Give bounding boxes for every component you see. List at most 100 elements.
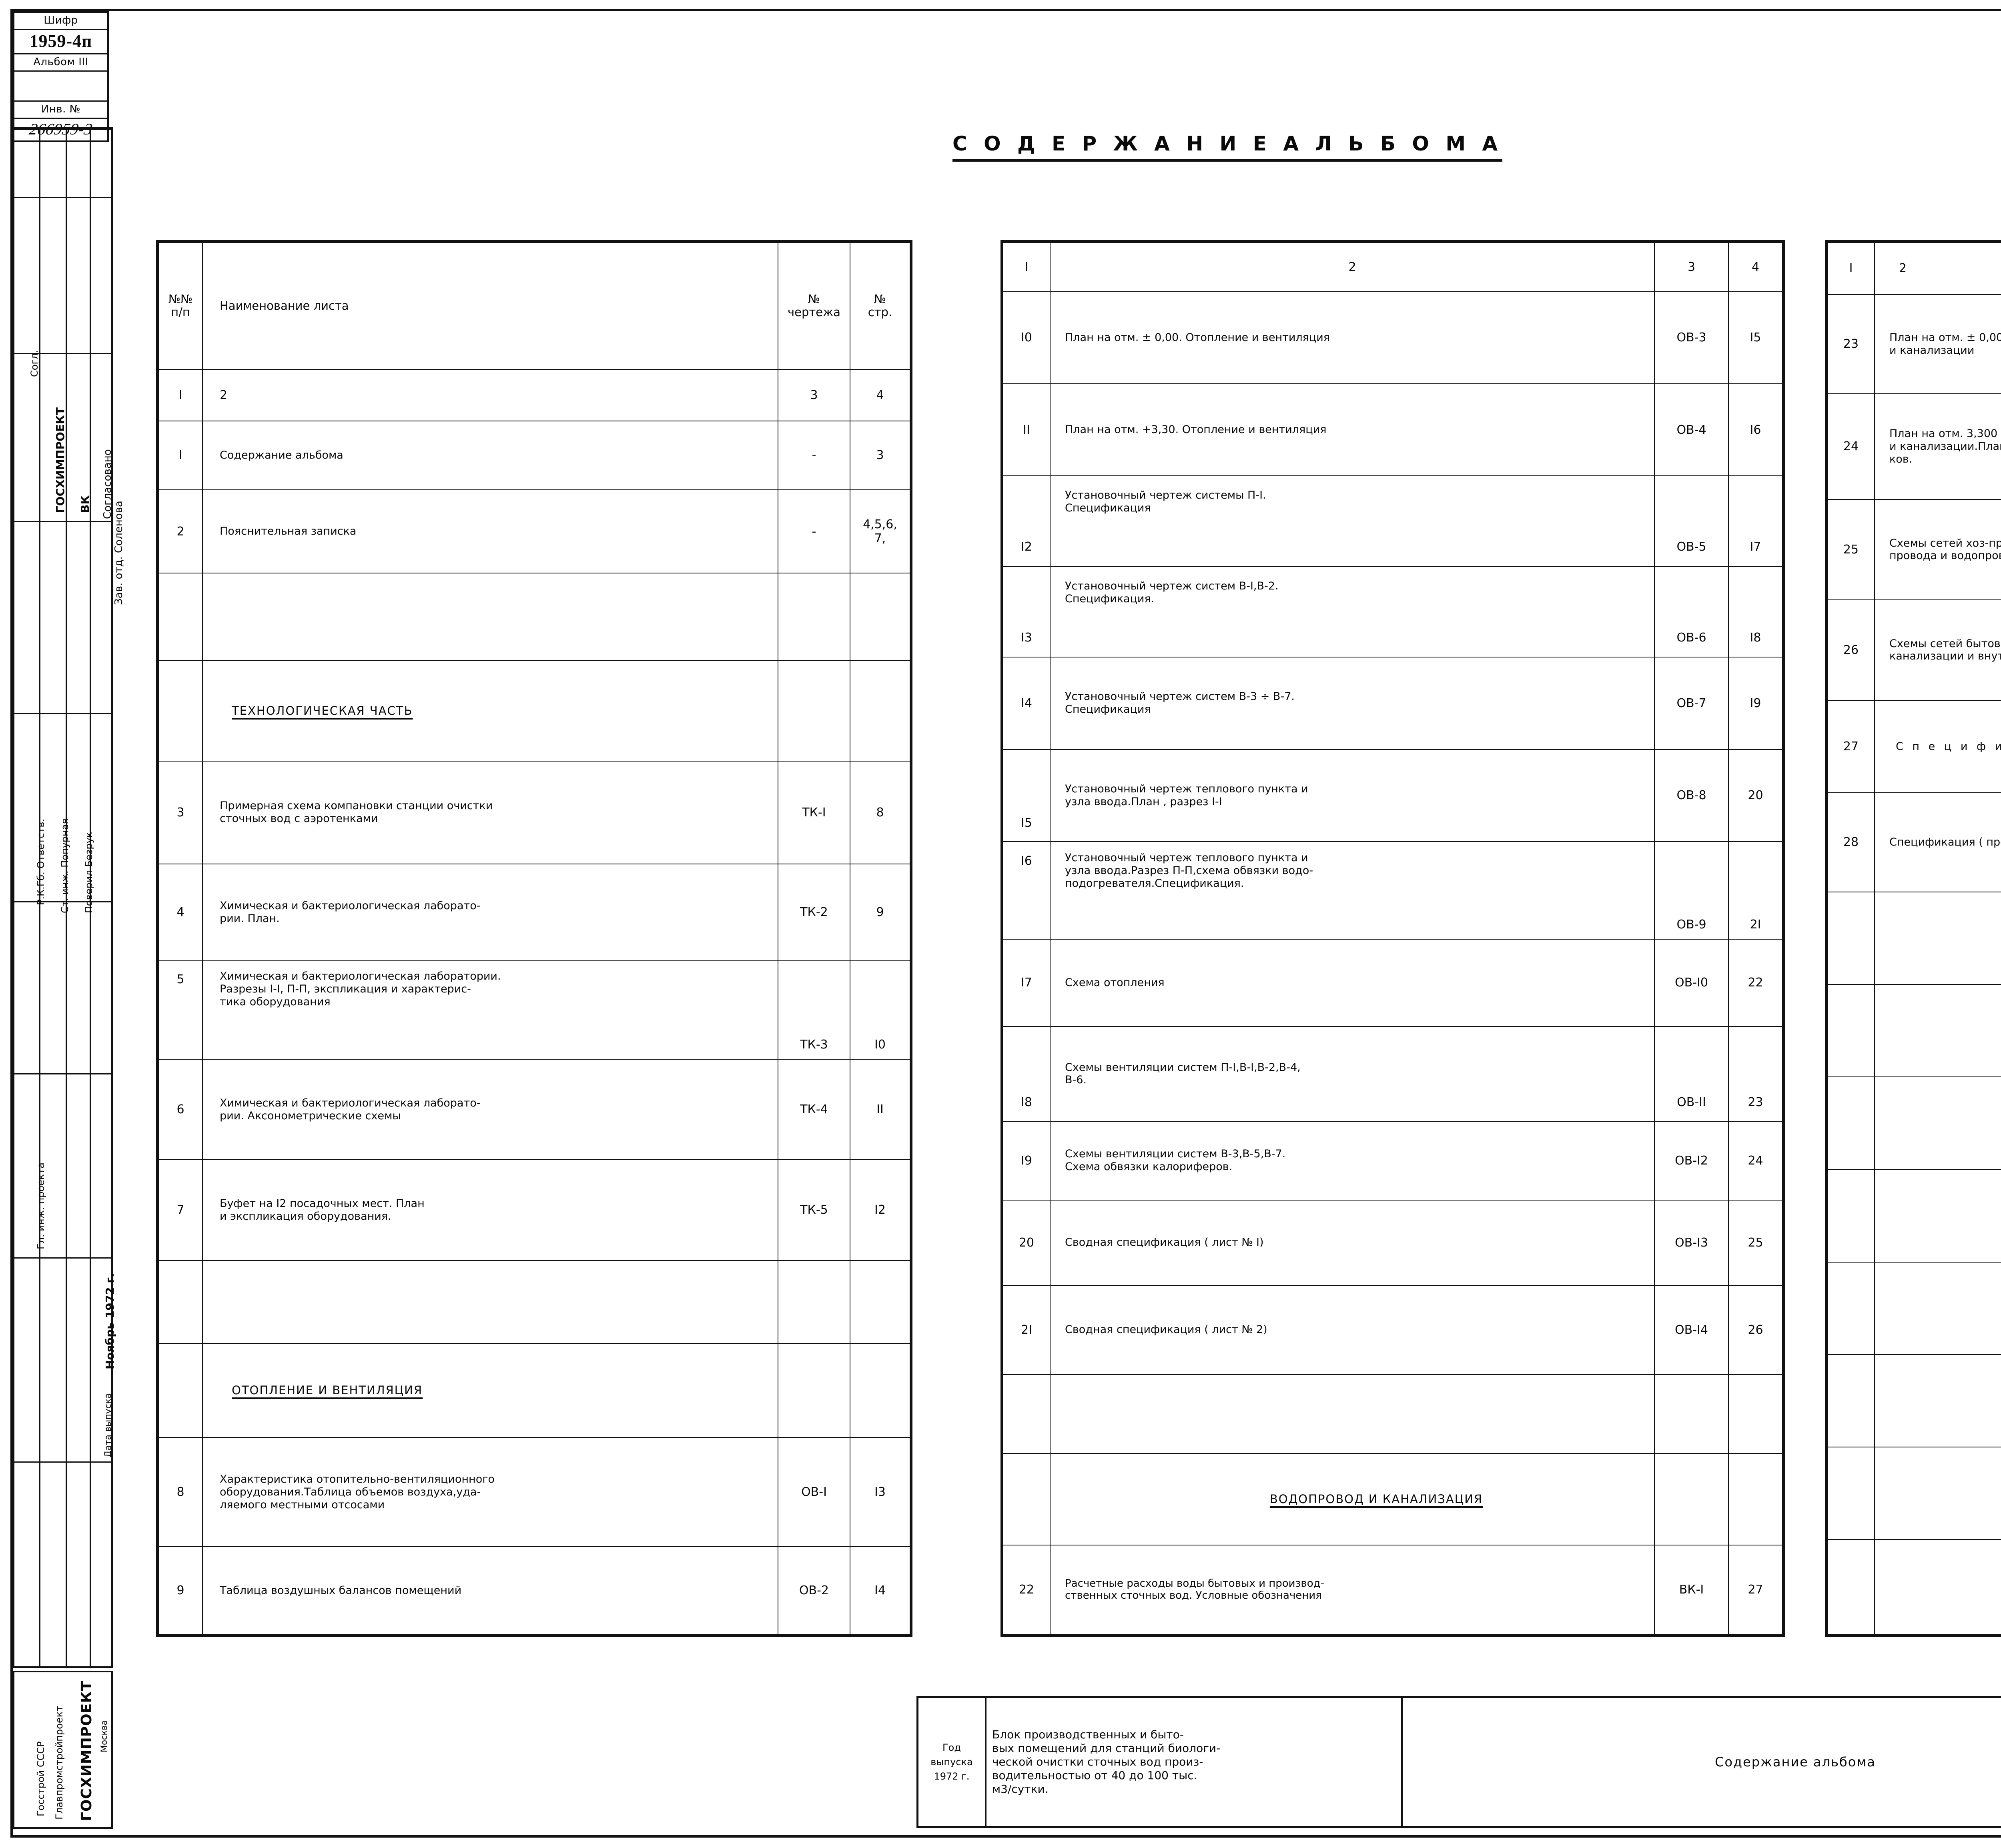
spacer-cell <box>158 660 203 762</box>
table-row: 23 План на отм. ± 0,00 с сетями водопров… <box>1827 294 2001 394</box>
row-dwg: ОВ-3 <box>1654 291 1729 384</box>
row-no: I3 <box>1003 566 1051 658</box>
row-dwg: ТК-4 <box>778 1059 850 1161</box>
row-name: План на отм. +3,30. Отопление и вентиляц… <box>1050 383 1655 477</box>
title-block-year: Год выпуска 1972 г. <box>918 1698 986 1826</box>
row-no: 2 <box>158 489 203 574</box>
row-name: Химическая и бактериологическая лаборато… <box>202 960 778 1060</box>
row-no: 6 <box>158 1059 203 1161</box>
sidebar-soglasovano: Согласовано <box>102 449 114 519</box>
spacer-cell <box>778 660 850 762</box>
row-no: I9 <box>1003 1120 1051 1201</box>
row-dwg: ОВ-7 <box>1654 657 1729 750</box>
section-heading-label: ОТОПЛЕНИЕ И ВЕНТИЛЯЦИЯ <box>232 1383 423 1397</box>
contents-table-middle: I 2 3 4 I0 План на отм. ± 0,00. Отоплени… <box>1000 240 1785 1637</box>
row-page: 24 <box>1728 1120 1783 1201</box>
row-page: 22 <box>1728 938 1783 1027</box>
row-name: Химическая и бактериологическая лаборато… <box>202 1059 778 1161</box>
row-dwg: ОВ-8 <box>1654 749 1729 842</box>
row-dwg: ОВ-I3 <box>1654 1199 1729 1286</box>
row-dwg: ОВ-I2 <box>1654 1120 1729 1201</box>
row-name: С п е ц и ф и к а ц и я <box>1874 700 2001 794</box>
row-no: 5 <box>158 960 203 1060</box>
table-row: I5 Установочный чертеж теплового пункта … <box>1003 749 1783 842</box>
row-name: Установочный чертеж системы П-I. Специфи… <box>1050 475 1655 567</box>
spacer-cell <box>1827 984 1875 1078</box>
row-dwg: ОВ-4 <box>1654 383 1729 477</box>
table-spacer-row <box>1827 1354 2001 1448</box>
colnum-2: 2 <box>1874 242 2001 295</box>
table-row: 2I Сводная спецификация ( лист № 2) ОВ-I… <box>1003 1285 1783 1375</box>
spacer-cell <box>1874 1261 2001 1355</box>
table-row: 26 Схемы сетей бытовой ,производственной… <box>1827 599 2001 701</box>
row-page: I4 <box>850 1546 910 1635</box>
row-dwg: - <box>778 489 850 574</box>
row-page: 8 <box>850 760 910 864</box>
row-no: I0 <box>1003 291 1051 384</box>
row-dwg: ОВ-6 <box>1654 566 1729 658</box>
table-row: I Содержание альбома - 3 <box>158 420 910 491</box>
sidebar-col-label: Согл. <box>29 350 40 377</box>
spacer-cell <box>778 1343 850 1438</box>
row-page: 23 <box>1728 1026 1783 1122</box>
table-row: 2 Пояснительная записка - 4,5,6, 7, <box>158 489 910 574</box>
row-name: Буфет на I2 посадочных мест. План и эксп… <box>202 1159 778 1261</box>
spacer-cell <box>778 573 850 661</box>
section-heading-row: ТЕХНОЛОГИЧЕСКАЯ ЧАСТЬ <box>158 660 910 762</box>
row-page: 25 <box>1728 1199 1783 1286</box>
contents-table-right: I 2 3 4 23 План на отм. ± 0,00 с сетями … <box>1825 240 2001 1637</box>
row-name: Схемы сетей хоз-производственного водо- … <box>1874 499 2001 600</box>
row-name: Химическая и бактериологическая лаборато… <box>202 863 778 962</box>
table-row: 25 Схемы сетей хоз-производственного вод… <box>1827 499 2001 600</box>
sidebar-zav-otd: Зав. отд. Соленова <box>113 501 125 605</box>
table-numbering-row: I 2 3 4 <box>1003 242 1783 292</box>
org-line3: ГОСХИМПРОЕКТ <box>78 1680 95 1821</box>
row-dwg: ОВ-I <box>778 1437 850 1547</box>
spacer-cell <box>1827 891 1875 985</box>
row-no: 4 <box>158 863 203 962</box>
row-name: План на отм. 3,300 с сетями водопровода … <box>1874 393 2001 500</box>
organization-block: Госстрой СССР Главпромстройпроект ГОСХИМ… <box>13 1671 113 1829</box>
table-row: 9 Таблица воздушных балансов помещений О… <box>158 1546 910 1635</box>
table-row: 27 С п е ц и ф и к а ц и я ВК-6 32 <box>1827 700 2001 794</box>
spacer-cell <box>850 1343 910 1438</box>
row-page: I6 <box>1728 383 1783 477</box>
row-no: I8 <box>1003 1026 1051 1122</box>
stamp-album-label: Альбом III <box>14 54 107 72</box>
spacer-cell <box>1874 1539 2001 1635</box>
spacer-cell <box>778 1260 850 1344</box>
colnum-2: 2 <box>202 369 778 421</box>
sidebar-date-label: Дата выпуска <box>103 1393 113 1457</box>
row-page: 26 <box>1728 1285 1783 1375</box>
spacer-cell <box>1874 984 2001 1078</box>
section-heading-tech: ТЕХНОЛОГИЧЕСКАЯ ЧАСТЬ <box>202 660 778 762</box>
row-no: II <box>1003 383 1051 477</box>
sidebar-gl-inj-proekta: Гл. инж. проекта <box>35 1163 46 1249</box>
section-heading-hvac: ОТОПЛЕНИЕ И ВЕНТИЛЯЦИЯ <box>202 1343 778 1438</box>
code-stamp: Шифр 1959-4п Альбом III Инв. № 266959-3 <box>13 11 109 142</box>
header-cell-name: Наименование листа <box>202 242 778 370</box>
section-heading-water: ВОДОПРОВОД И КАНАЛИЗАЦИЯ <box>1050 1453 1655 1545</box>
row-page: 20 <box>1728 749 1783 842</box>
row-no: 7 <box>158 1159 203 1261</box>
section-heading-row: ОТОПЛЕНИЕ И ВЕНТИЛЯЦИЯ <box>158 1343 910 1438</box>
row-dwg: ОВ-5 <box>1654 475 1729 567</box>
colnum-4: 4 <box>850 369 910 421</box>
table-row: I2 Установочный чертеж системы П-I. Спец… <box>1003 475 1783 567</box>
section-heading-label: ВОДОПРОВОД И КАНАЛИЗАЦИЯ <box>1269 1492 1483 1506</box>
colnum-4: 4 <box>1728 242 1783 292</box>
colnum-1: I <box>1827 242 1875 295</box>
table-spacer-row <box>158 1260 910 1344</box>
row-dwg: ОВ-I4 <box>1654 1285 1729 1375</box>
row-page: 2I <box>1728 841 1783 940</box>
header-cell-page: № стр. <box>850 242 910 370</box>
row-no: 28 <box>1827 792 1875 892</box>
spacer-cell <box>1827 1261 1875 1355</box>
spacer-cell <box>1827 1447 1875 1540</box>
sidebar-st-inj: Ст. инж. Попурная <box>59 818 70 913</box>
spacer-cell <box>1874 1447 2001 1540</box>
section-heading-row: ВОДОПРОВОД И КАНАЛИЗАЦИЯ <box>1003 1453 1783 1545</box>
row-name: Пояснительная записка <box>202 489 778 574</box>
spacer-cell <box>1874 1076 2001 1170</box>
